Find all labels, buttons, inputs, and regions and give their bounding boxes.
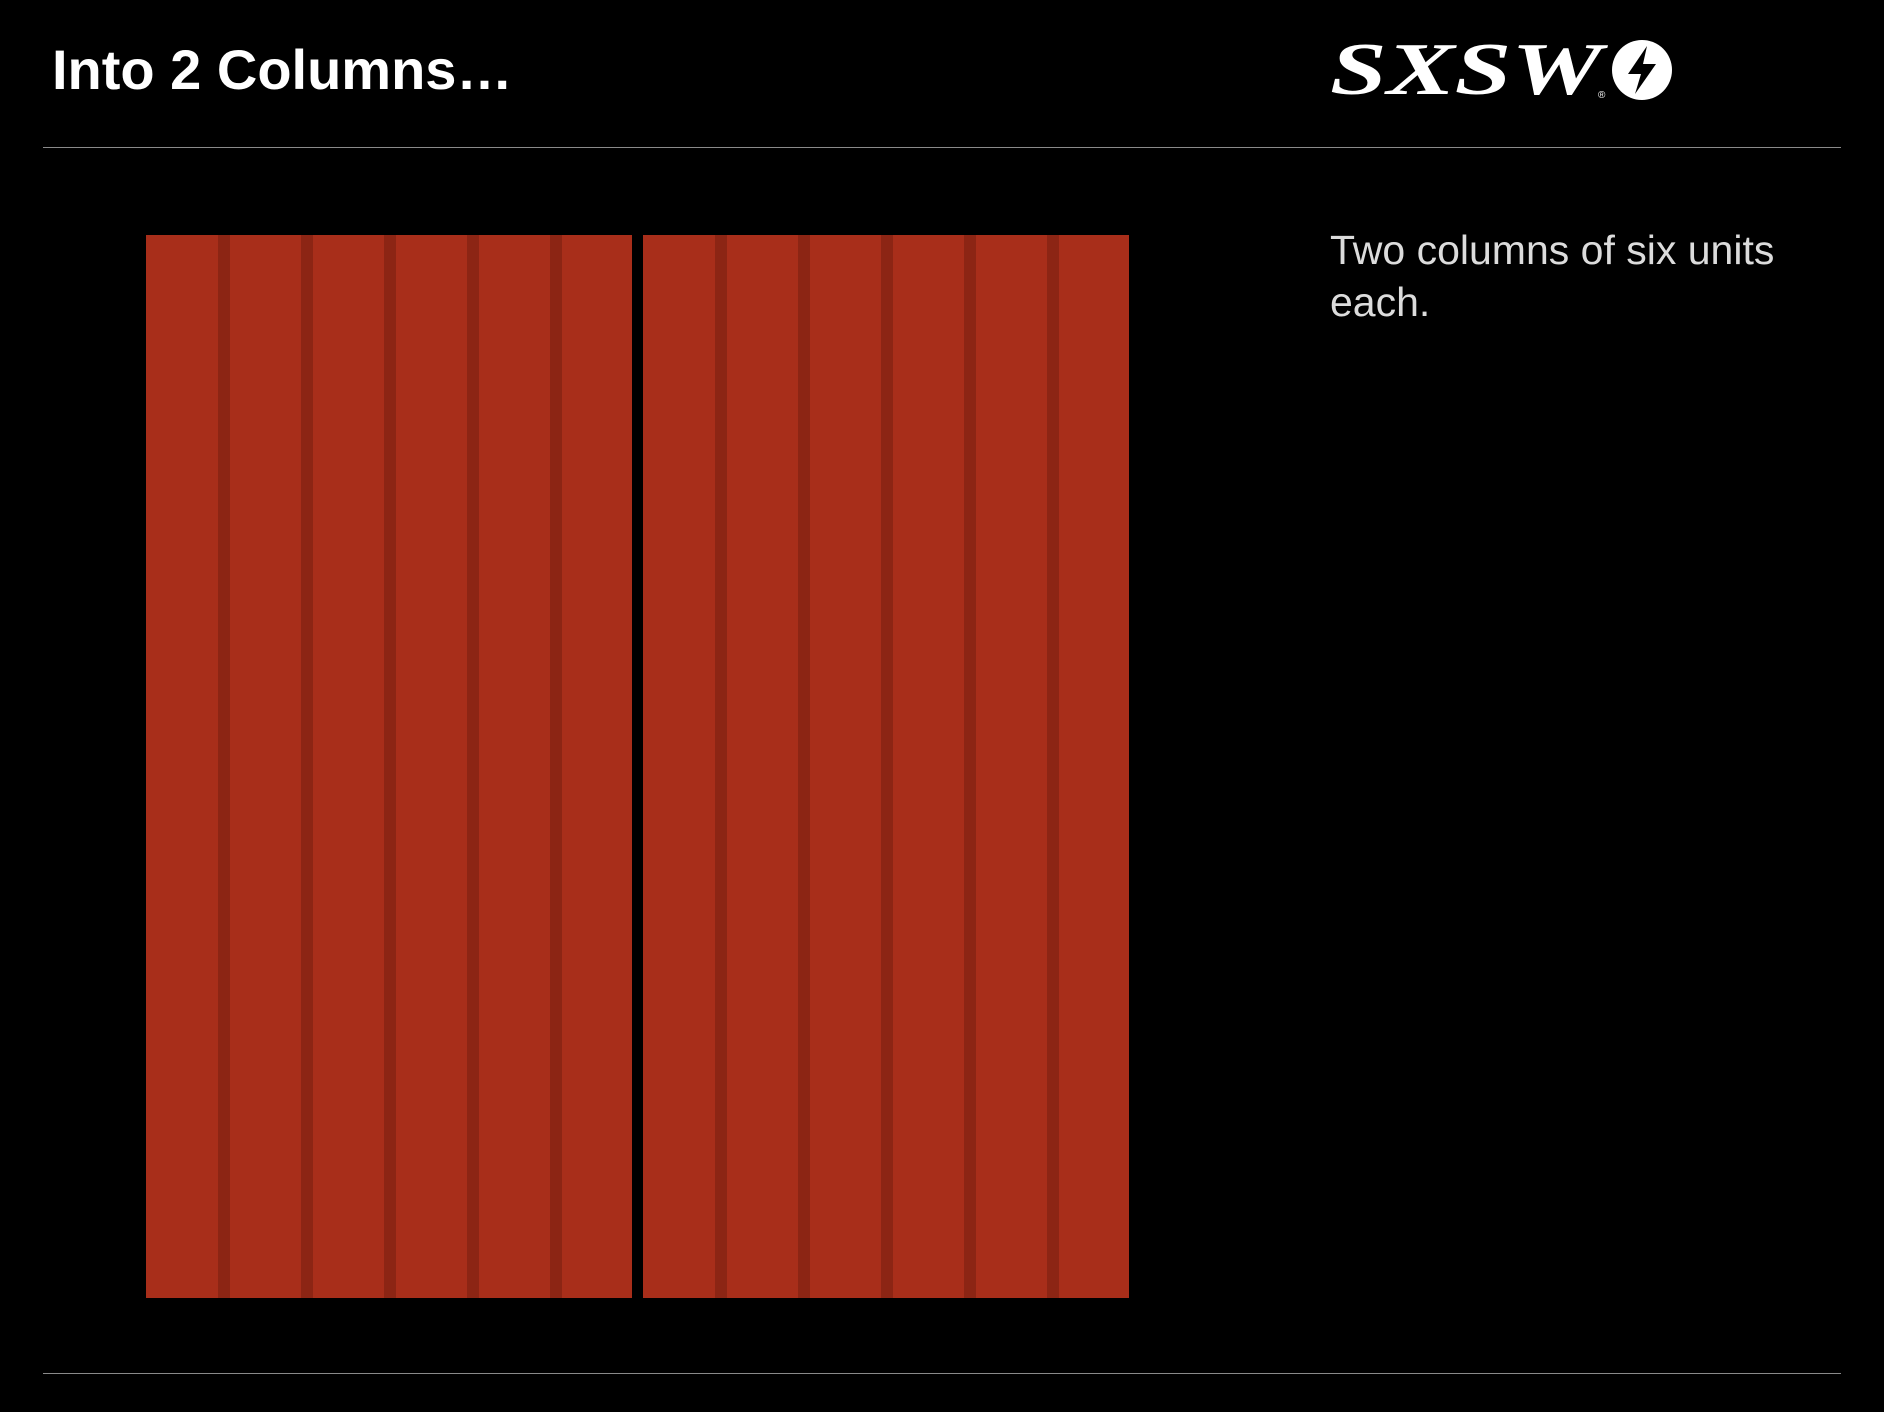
unit-gutter xyxy=(550,235,562,1298)
registered-mark: ® xyxy=(1598,90,1606,101)
unit-gutter xyxy=(964,235,976,1298)
sxsw-logo-graphic: SXSW ® xyxy=(1330,36,1672,104)
unit-gutter xyxy=(384,235,396,1298)
footer-divider xyxy=(43,1373,1841,1374)
lightning-bolt-circle-icon xyxy=(1612,40,1672,100)
unit-gutter xyxy=(798,235,810,1298)
sxsw-logo-wordmark: SXSW xyxy=(1330,36,1609,104)
grid-column-1 xyxy=(146,235,632,1298)
unit-gutter xyxy=(467,235,479,1298)
unit-gutter xyxy=(715,235,727,1298)
slide-title: Into 2 Columns… xyxy=(52,38,513,101)
unit-gutter xyxy=(1047,235,1059,1298)
unit-gutter xyxy=(218,235,230,1298)
sxsw-logo: SXSW ® xyxy=(1330,36,1674,104)
grid-column-2 xyxy=(643,235,1129,1298)
unit-gutter xyxy=(301,235,313,1298)
slide-description: Two columns of six units each. xyxy=(1330,227,1775,325)
header-divider xyxy=(43,147,1841,148)
unit-gutter xyxy=(881,235,893,1298)
